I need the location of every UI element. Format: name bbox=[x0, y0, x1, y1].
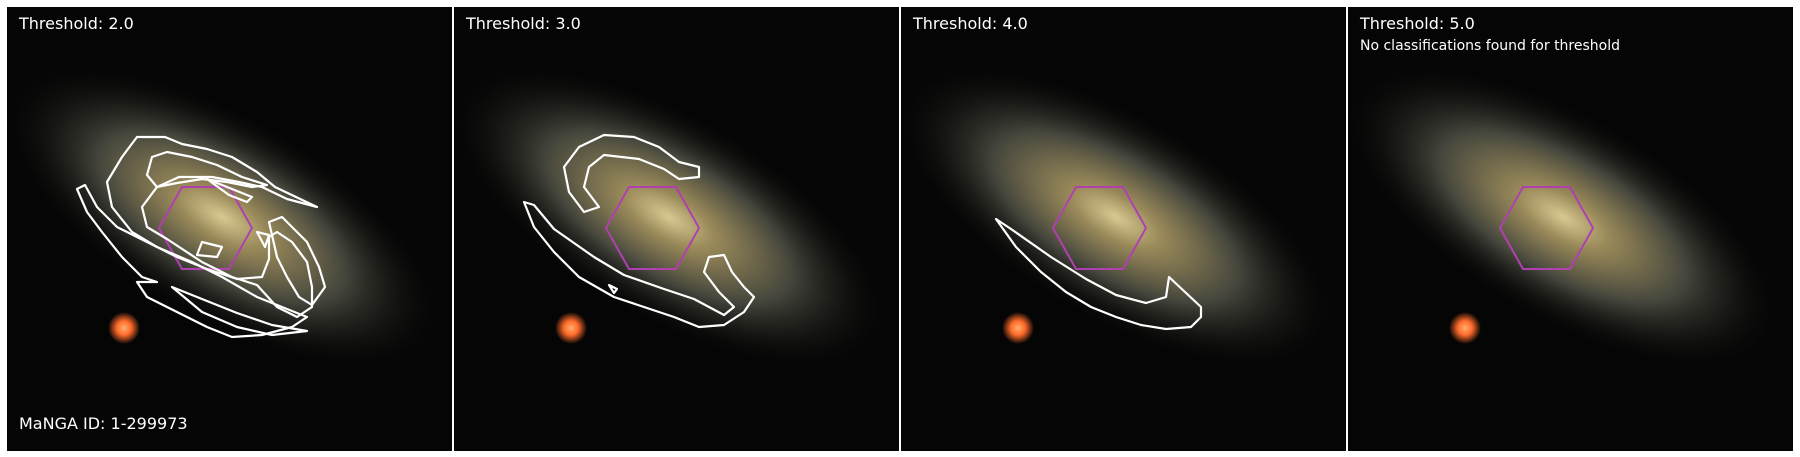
contour-lines bbox=[522, 133, 756, 329]
galaxy-image bbox=[1348, 7, 1793, 451]
ifu-hexagon bbox=[604, 186, 701, 270]
galaxy-image bbox=[7, 7, 452, 451]
panel-threshold-3: Threshold: 3.0 bbox=[454, 7, 899, 451]
ifu-hexagon bbox=[1051, 186, 1148, 270]
galaxy-image bbox=[901, 7, 1346, 451]
threshold-label: Threshold: 4.0 bbox=[913, 14, 1028, 33]
foreground-star bbox=[1449, 312, 1481, 344]
threshold-label: Threshold: 3.0 bbox=[466, 14, 581, 33]
no-classifications-note: No classifications found for threshold bbox=[1360, 38, 1620, 54]
galaxy-image bbox=[454, 7, 899, 451]
panel-threshold-5: Threshold: 5.0 No classifications found … bbox=[1348, 7, 1793, 451]
threshold-label: Threshold: 2.0 bbox=[19, 14, 134, 33]
manga-id-label: MaNGA ID: 1-299973 bbox=[19, 414, 188, 433]
threshold-label: Threshold: 5.0 bbox=[1360, 14, 1475, 33]
foreground-star bbox=[1002, 312, 1034, 344]
panel-threshold-4: Threshold: 4.0 bbox=[901, 7, 1346, 451]
contour-lines bbox=[994, 217, 1203, 331]
ifu-hexagon bbox=[1498, 186, 1595, 270]
foreground-star bbox=[555, 312, 587, 344]
foreground-star bbox=[108, 312, 140, 344]
contour-lines bbox=[75, 135, 327, 339]
panel-threshold-2: Threshold: 2.0 MaNGA ID: 1-299973 bbox=[7, 7, 452, 451]
